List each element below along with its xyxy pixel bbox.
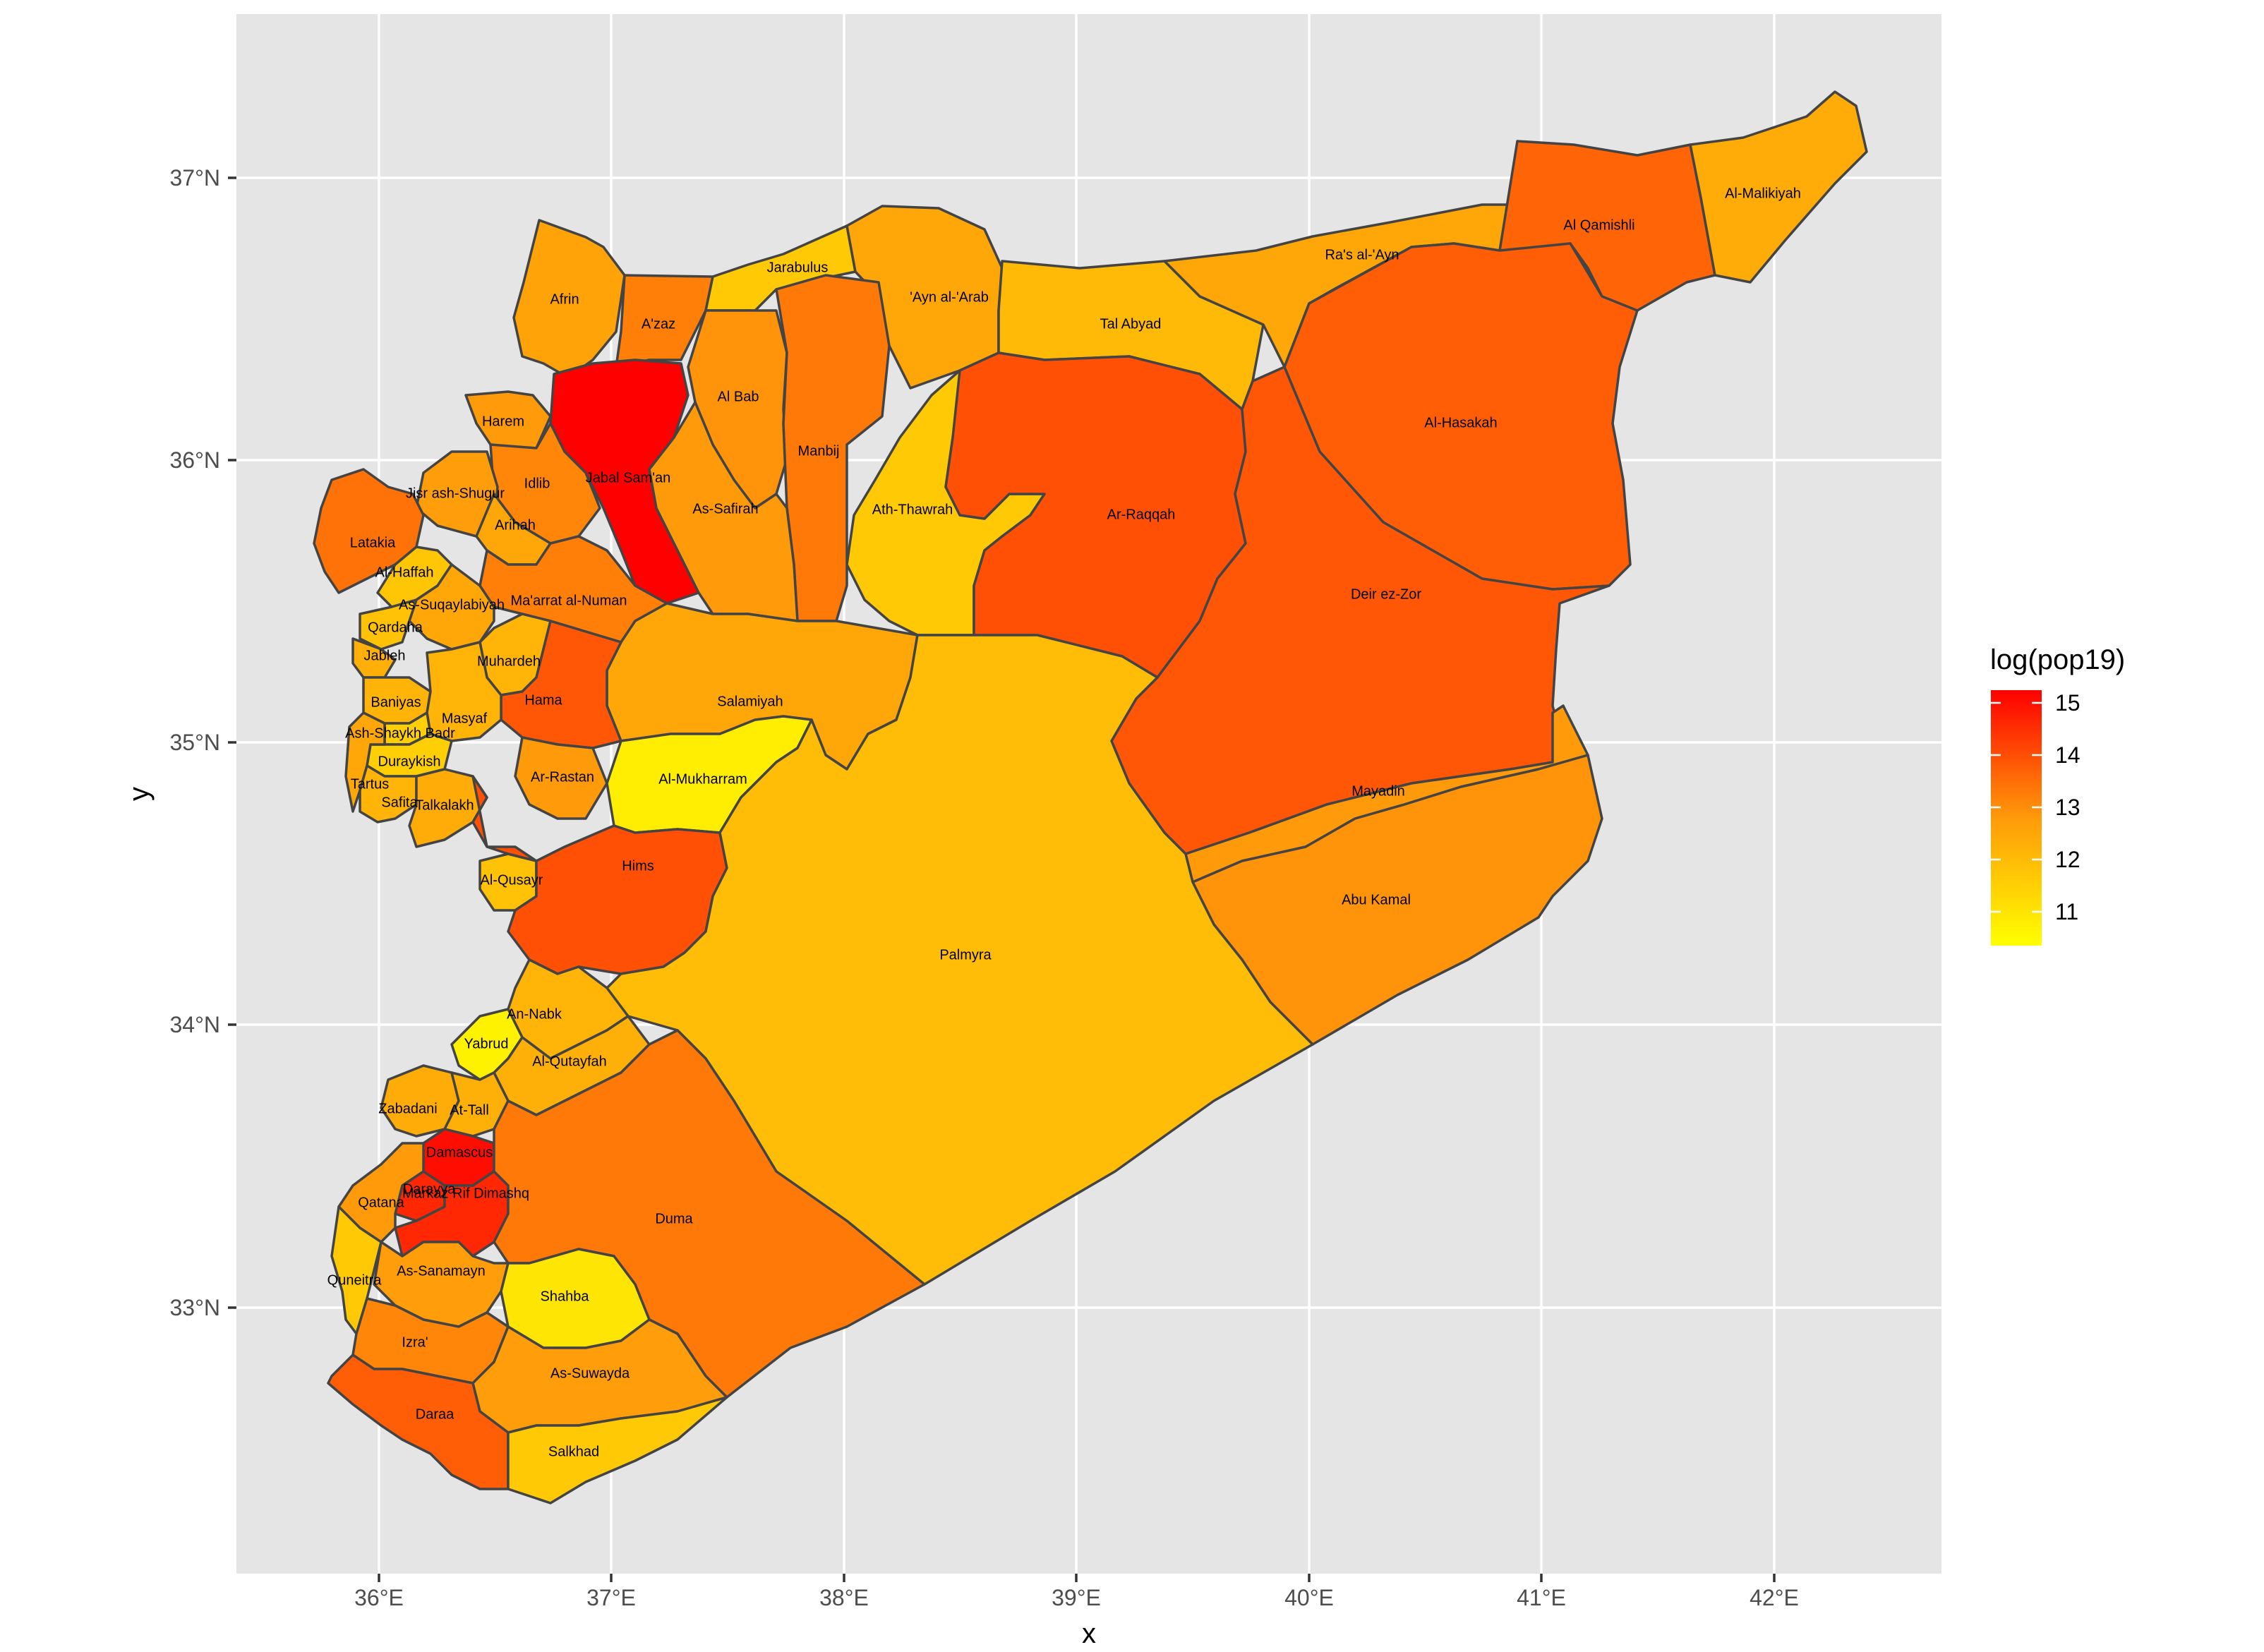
region-label: Al-Haffah: [375, 565, 433, 580]
region-label: Izra': [402, 1334, 428, 1350]
region-label: Palmyra: [939, 947, 992, 963]
region-label: Hims: [622, 858, 654, 874]
region-label: Quneitra: [327, 1272, 383, 1288]
legend-tick-label: 14: [2055, 742, 2081, 768]
region-label: Darayya: [403, 1181, 456, 1197]
region-label: Zabadani: [378, 1101, 437, 1116]
legend-colorbar: [1991, 690, 2042, 946]
region-label: Al-Mukharram: [658, 771, 747, 787]
region-label: Mayadin: [1351, 783, 1405, 799]
x-axis-title: x: [1082, 1618, 1096, 1649]
y-tick-label: 36°N: [170, 447, 221, 473]
region-label: Ra's al-'Ayn: [1325, 247, 1399, 263]
legend-ticks: [1991, 701, 2042, 913]
region-label: Masyaf: [442, 711, 488, 726]
region-label: Afrin: [550, 291, 579, 307]
region-label: Duraykish: [378, 754, 441, 769]
region-label: As-Sanamayn: [397, 1263, 486, 1279]
region-label: Harem: [482, 414, 524, 429]
region-label: Jableh: [364, 648, 406, 663]
y-axis-title: y: [124, 787, 155, 801]
region-Salkhad: [507, 1396, 728, 1505]
axis-ticks: [228, 176, 1776, 1582]
region-label: Jarabulus: [767, 260, 829, 275]
region-Masyaf: [426, 641, 502, 742]
region-label: Hama: [524, 692, 562, 708]
region-label: Manbij: [798, 443, 840, 459]
region-label: Salamiyah: [717, 694, 783, 709]
x-tick-label: 41°E: [1517, 1585, 1566, 1610]
region-label: Damascus: [426, 1145, 493, 1160]
region-Talkalakh: [408, 768, 488, 848]
region-label: Al Bab: [718, 389, 759, 404]
legend-tick-label: 12: [2055, 847, 2081, 872]
x-tick-label: 39°E: [1052, 1585, 1101, 1610]
region-label: Qatana: [358, 1195, 404, 1210]
y-tick-label: 37°N: [170, 165, 221, 191]
region-label: Tartus: [351, 776, 389, 792]
x-tick-label: 40°E: [1284, 1585, 1334, 1610]
x-tick-label: 37°E: [586, 1585, 636, 1610]
region-label: Tal Abyad: [1100, 316, 1162, 332]
region-label: Latakia: [350, 535, 396, 550]
region-label: At-Tall: [450, 1102, 489, 1118]
region-label: Al-Hasakah: [1424, 415, 1497, 430]
region-label: Ar-Rastan: [531, 769, 594, 785]
region-label: Daraa: [416, 1406, 454, 1422]
legend-title: log(pop19): [1990, 644, 2125, 675]
legend: log(pop19) 15 14 13 12 11: [1990, 644, 2125, 946]
region-label: Ath-Thawrah: [872, 502, 953, 517]
region-As-Suqaylabiyah: [408, 563, 495, 651]
region-label: Al-Qutayfah: [532, 1054, 607, 1069]
y-tick-label: 35°N: [170, 730, 221, 755]
region-Tartus: [344, 711, 386, 813]
region-label: Al Qamishli: [1563, 217, 1634, 233]
region-label: Jisr ash-Shugur: [406, 486, 505, 501]
region-label: Idlib: [524, 476, 550, 491]
region-label: Shahba: [541, 1289, 590, 1304]
region-label: Duma: [655, 1211, 693, 1226]
region-As-Safirah: [648, 401, 799, 622]
region-Al-Malikiyah: [1689, 90, 1868, 284]
region-label: As-Suwayda: [550, 1365, 630, 1381]
region-label: Safita: [381, 795, 418, 810]
region-label: Ash-Shaykh Badr: [345, 725, 455, 741]
y-tick-label: 34°N: [170, 1012, 221, 1037]
region-label: Abu Kamal: [1342, 892, 1411, 908]
region-label: Arihah: [495, 517, 536, 533]
region-label: Al-Qusayr: [481, 872, 543, 888]
region-label: An-Nabk: [507, 1006, 562, 1022]
region-label: Baniyas: [371, 694, 421, 710]
region-label: Deir ez-Zor: [1351, 586, 1421, 602]
region-label: As-Safirah: [692, 501, 758, 517]
region-label: Salkhad: [548, 1444, 599, 1459]
region-Ar-Rastan: [514, 736, 608, 820]
region-label: Markaz Rif Dimashq: [402, 1186, 529, 1201]
region-label: As-Suqaylabiyah: [399, 597, 505, 613]
region-label: Al-Malikiyah: [1725, 186, 1801, 201]
legend-tick-label: 15: [2055, 690, 2081, 716]
x-tick-label: 38°E: [819, 1585, 869, 1610]
region-label: 'Ayn al-'Arab: [910, 289, 989, 305]
region-label: Ma'arrat al-Numan: [511, 593, 627, 608]
region-label: Jabal Sam'an: [586, 470, 671, 486]
legend-tick-label: 11: [2055, 899, 2078, 924]
region-Qardaha: [359, 598, 418, 651]
region-label: Ar-Raqqah: [1107, 507, 1176, 522]
x-tick-label: 42°E: [1750, 1585, 1799, 1610]
region-label: Qardaha: [368, 620, 423, 635]
region-label: A'zaz: [642, 316, 675, 332]
region-label: Muhardeh: [477, 653, 541, 669]
legend-tick-label: 13: [2055, 795, 2081, 820]
region-Manbij: [775, 274, 891, 622]
region-label: Talkalakh: [415, 797, 474, 813]
y-tick-label: 33°N: [170, 1295, 221, 1320]
region-label: Yabrud: [464, 1036, 508, 1051]
x-tick-label: 36°E: [354, 1585, 404, 1610]
